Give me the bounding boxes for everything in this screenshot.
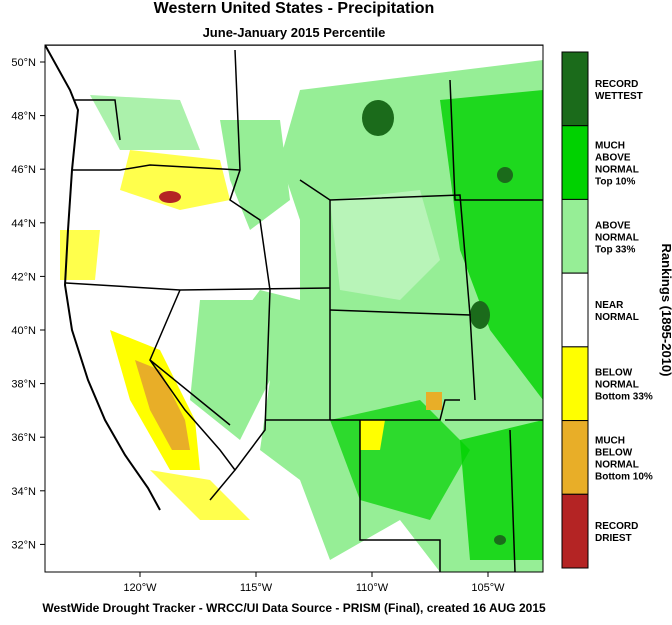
lat-label: 34°N xyxy=(11,486,36,498)
map-frame xyxy=(44,44,544,573)
legend-label: MUCH xyxy=(595,141,625,152)
lon-label: 115°W xyxy=(240,582,273,594)
legend-swatch xyxy=(561,272,589,348)
legend-label: ABOVE xyxy=(595,153,631,164)
legend-title: Rankings (1895-2010) xyxy=(659,244,672,377)
legend-swatch xyxy=(561,493,589,569)
legend-label: Bottom 33% xyxy=(595,392,653,403)
legend-swatch xyxy=(561,198,589,274)
legend-label: NORMAL xyxy=(595,232,639,243)
legend-label: Top 10% xyxy=(595,177,635,188)
lon-label: 105°W xyxy=(471,582,505,594)
legend-label: NORMAL xyxy=(595,459,639,470)
lat-label: 48°N xyxy=(11,111,36,123)
legend-swatch xyxy=(561,346,589,422)
legend-label: ABOVE xyxy=(595,220,631,231)
legend-label: RECORD xyxy=(595,521,638,532)
lat-label: 36°N xyxy=(11,432,36,444)
lon-label: 120°W xyxy=(123,582,157,594)
legend-label: NORMAL xyxy=(595,312,639,323)
lat-label: 50°N xyxy=(11,57,36,69)
legend-swatch xyxy=(561,125,589,200)
lat-label: 42°N xyxy=(11,271,36,283)
lat-label: 38°N xyxy=(11,379,36,391)
legend-swatch xyxy=(561,51,589,127)
lat-label: 46°N xyxy=(11,164,36,176)
subtitle: June-January 2015 Percentile xyxy=(203,25,386,40)
borders xyxy=(45,45,543,572)
legend-label: NORMAL xyxy=(595,165,639,176)
legend-label: NEAR xyxy=(595,300,624,311)
lat-label: 32°N xyxy=(11,539,36,551)
title: Western United States - Precipitation xyxy=(154,0,435,17)
map-area xyxy=(45,45,543,572)
legend-label: Top 33% xyxy=(595,244,635,255)
lat-label: 44°N xyxy=(11,218,36,230)
legend-label: MUCH xyxy=(595,435,625,446)
legend-label: WETTEST xyxy=(595,91,643,102)
legend-label: BELOW xyxy=(595,368,633,379)
lat-label: 40°N xyxy=(11,325,36,337)
legend-label: BELOW xyxy=(595,447,633,458)
lon-label: 110°W xyxy=(356,582,389,594)
legend-label: RECORD xyxy=(595,79,638,90)
legend-swatch xyxy=(561,420,589,495)
legend-label: NORMAL xyxy=(595,380,639,391)
axis-ticks: 50°N 48°N 46°N 44°N 42°N 40°N 38°N 36°N 34°N 32°N… xyxy=(11,57,505,594)
footer: WestWide Drought Tracker - WRCC/UI Data … xyxy=(42,601,546,615)
legend-label: Bottom 10% xyxy=(595,471,653,482)
legend-label: DRIEST xyxy=(595,533,632,544)
